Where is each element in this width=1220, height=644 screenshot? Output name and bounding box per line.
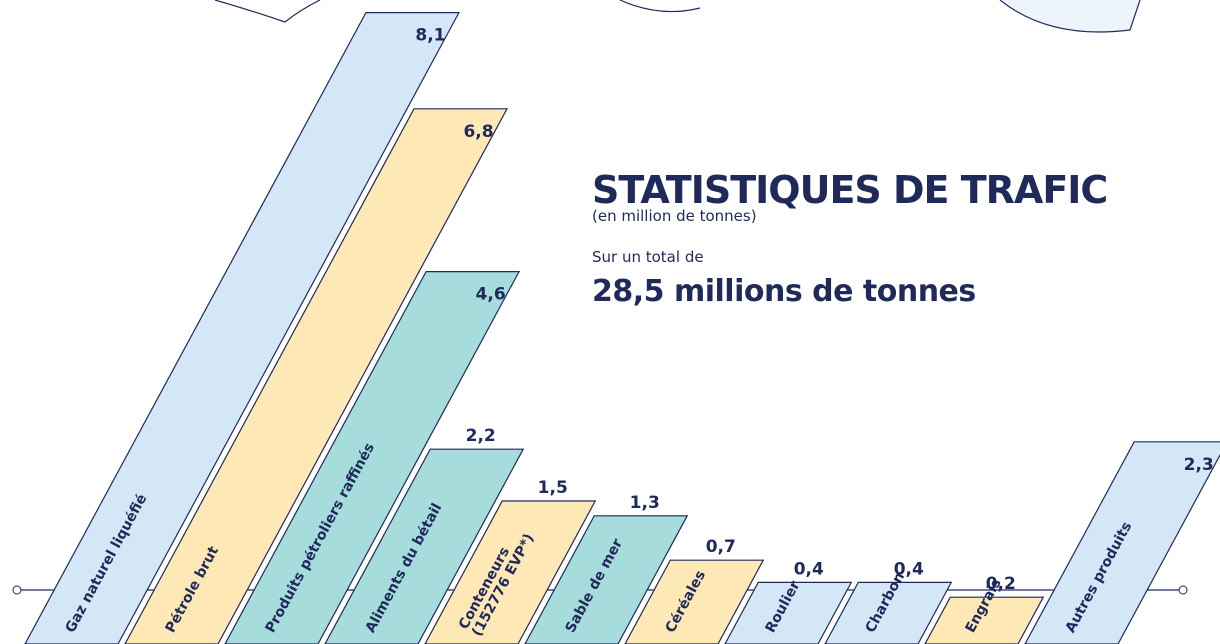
chart-title: STATISTIQUES DE TRAFIC bbox=[592, 168, 1107, 212]
baseline-end bbox=[13, 586, 21, 594]
value-label: 6,8 bbox=[463, 122, 493, 142]
value-label: 0,4 bbox=[794, 559, 824, 579]
value-label: 0,7 bbox=[706, 537, 736, 557]
chart-subtitle: (en million de tonnes) bbox=[592, 207, 757, 225]
value-label: 1,5 bbox=[538, 478, 568, 498]
decoration bbox=[1000, 0, 1140, 32]
annotation: 28,5 millions de tonnes bbox=[592, 274, 976, 309]
value-label: 2,3 bbox=[1184, 455, 1214, 475]
baseline-end bbox=[1179, 586, 1187, 594]
value-label: 2,2 bbox=[466, 426, 496, 446]
decoration bbox=[215, 0, 320, 22]
annotation: Sur un total de bbox=[592, 248, 704, 266]
value-label: 1,3 bbox=[630, 493, 660, 513]
infographic: 8,16,84,62,21,51,30,70,40,40,22,3 STATIS… bbox=[0, 0, 1220, 644]
value-label: 4,6 bbox=[476, 285, 506, 305]
value-label: 8,1 bbox=[415, 26, 445, 46]
decoration bbox=[620, 0, 700, 12]
